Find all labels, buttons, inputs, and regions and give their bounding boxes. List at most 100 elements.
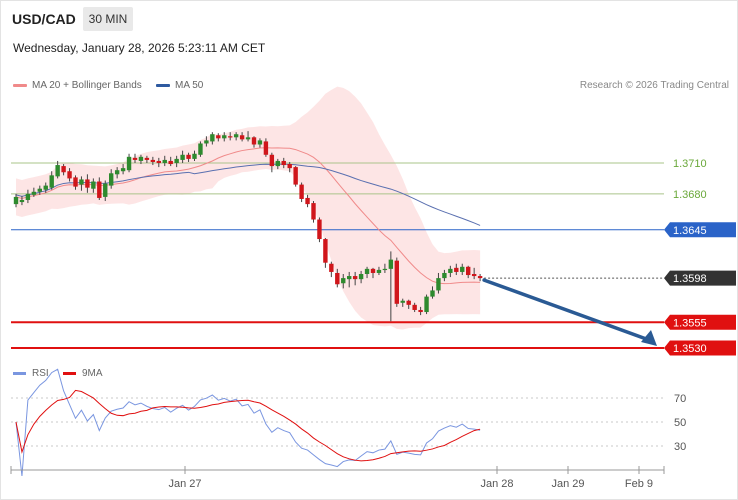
candle-bull xyxy=(103,183,108,197)
candle-bear xyxy=(186,154,191,159)
level-tag-1.3530 xyxy=(664,340,736,356)
candle-bull xyxy=(19,200,25,203)
candle-bull xyxy=(109,173,114,186)
ma50-legend-label: MA 50 xyxy=(175,80,204,91)
candle-bull xyxy=(222,135,227,139)
candle-bear xyxy=(263,141,269,155)
candle-bear xyxy=(144,157,150,160)
candle-bear xyxy=(61,166,66,173)
ma50-swatch xyxy=(156,83,170,87)
level-tag-1.3555 xyxy=(664,314,736,330)
candle-bull xyxy=(424,296,429,313)
candle-bear xyxy=(323,239,328,263)
candle-bull xyxy=(114,170,120,175)
candle-bull xyxy=(448,268,453,273)
forecast-arrow-shaft xyxy=(482,278,651,342)
candle-bull xyxy=(388,259,394,269)
level-label-1.3598: 1.3598 xyxy=(673,273,707,285)
candle-bull xyxy=(198,143,203,155)
symbol-label: USD/CAD xyxy=(12,11,76,27)
candle-bear xyxy=(299,184,304,199)
top-bar: USD/CAD 30 MIN xyxy=(0,0,738,36)
bollinger-band xyxy=(16,86,481,330)
candle-bear xyxy=(305,197,310,205)
candle-bear xyxy=(477,276,483,279)
rsi-swatch xyxy=(13,371,26,375)
candle-bear xyxy=(412,304,417,310)
candle-bull xyxy=(245,137,251,140)
rsi-line xyxy=(15,368,481,477)
datetime-label: Wednesday, January 28, 2026 5:23:11 AM C… xyxy=(13,41,266,55)
candle-bear xyxy=(466,266,471,276)
rsi-tick-label: 30 xyxy=(674,441,686,453)
ma20-legend-label: MA 20 + Bollinger Bands xyxy=(32,80,142,91)
candle-bear xyxy=(454,267,459,272)
candle-bear xyxy=(132,157,138,160)
x-tick-label: Feb 9 xyxy=(625,478,653,490)
candle-bear xyxy=(418,309,423,313)
ma9-swatch xyxy=(63,371,76,375)
legend-ma20[interactable]: MA 20 + Bollinger Bands xyxy=(13,80,142,91)
candle-bull xyxy=(13,196,19,205)
candle-bear xyxy=(239,135,245,140)
candle-bear xyxy=(67,171,72,179)
candle-bull xyxy=(31,191,37,195)
ma9-legend-label: 9MA xyxy=(82,368,103,379)
x-tick-label: Jan 29 xyxy=(551,478,584,490)
legend-rsi[interactable]: RSI xyxy=(13,368,49,379)
candle-bear xyxy=(293,167,298,185)
candle-bull xyxy=(192,153,197,159)
candle-bull xyxy=(180,154,185,160)
candle-bull xyxy=(174,158,179,163)
candle-bear xyxy=(394,260,399,304)
candle-bull xyxy=(210,134,215,142)
candle-bull xyxy=(430,290,435,297)
candle-bull xyxy=(91,181,96,189)
candle-bear xyxy=(269,154,275,167)
candle-bear xyxy=(281,160,286,166)
candle-bull xyxy=(275,160,280,167)
level-label-1.3555: 1.3555 xyxy=(673,317,707,329)
timeframe-button[interactable]: 30 MIN xyxy=(83,7,133,31)
candle-bear xyxy=(311,203,316,220)
candle-bear xyxy=(329,263,334,272)
rsi-tick-label: 50 xyxy=(674,417,686,429)
candle-bull xyxy=(120,168,126,172)
candle-bull xyxy=(364,268,370,274)
level-tag-1.3645 xyxy=(664,222,736,238)
candle-bull xyxy=(382,268,388,271)
level-tag-1.3598 xyxy=(664,270,736,286)
candle-bear xyxy=(156,160,161,163)
candle-bear xyxy=(352,276,358,280)
candle-bull xyxy=(55,165,60,177)
rsi-ma-line xyxy=(15,389,481,462)
legend-ma50[interactable]: MA 50 xyxy=(156,80,203,91)
candle-bull xyxy=(43,185,48,190)
candle-bear xyxy=(335,272,340,285)
level-label-1.3680: 1.3680 xyxy=(673,189,707,201)
candle-bull xyxy=(126,156,132,171)
candle-bull xyxy=(358,274,364,280)
rsi-tick-label: 70 xyxy=(674,393,686,405)
candle-bear xyxy=(251,137,257,145)
candle-bear xyxy=(228,136,233,138)
candle-bull xyxy=(25,193,31,200)
credit-text: Research © 2026 Trading Central xyxy=(579,80,729,91)
candle-bull xyxy=(257,140,263,145)
candle-bull xyxy=(400,300,405,303)
candle-bear xyxy=(406,300,411,305)
candle-bull xyxy=(49,175,54,188)
rsi-legend-label: RSI xyxy=(32,368,49,379)
candle-bear xyxy=(73,177,78,187)
candle-bull xyxy=(233,134,239,138)
candle-bear xyxy=(370,268,376,273)
legend-9ma[interactable]: 9MA xyxy=(63,368,103,379)
candle-bull xyxy=(376,269,382,273)
candle-bear xyxy=(97,181,102,198)
candle-bull xyxy=(138,156,144,161)
candle-bear xyxy=(287,164,292,169)
candle-bear xyxy=(471,274,477,277)
level-label-1.3645: 1.3645 xyxy=(673,225,707,237)
candle-bull xyxy=(460,266,465,272)
